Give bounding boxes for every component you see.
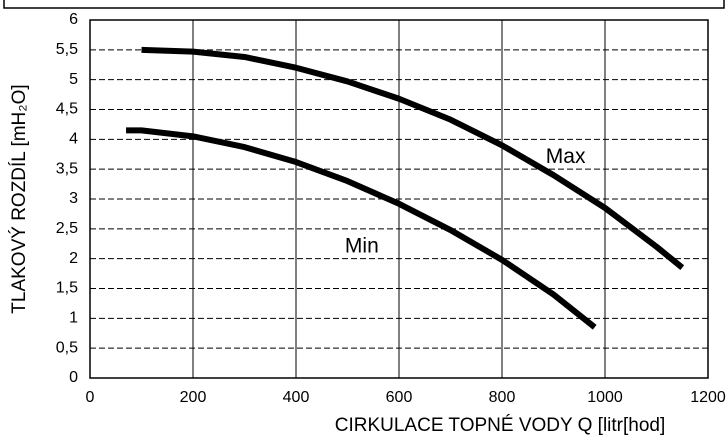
plot-frame [89, 19, 709, 379]
x-tick-label: 0 [86, 389, 95, 406]
y-tick-label: 2,5 [56, 220, 78, 237]
y-tick-label: 5 [69, 71, 78, 88]
curve [141, 46, 685, 270]
x-tick-label: 1000 [587, 389, 623, 406]
x-tick-label: 400 [283, 389, 310, 406]
x-tick-label: 200 [180, 389, 207, 406]
x-tick-label: 1200 [690, 389, 726, 406]
y-tick-label: 5,5 [56, 41, 78, 58]
x-tick-label: 600 [386, 389, 413, 406]
series-label: Min [345, 234, 379, 257]
y-axis-label: TLAKOVÝ ROZDÍL [mH₂O] [9, 84, 30, 313]
y-tick-label: 1 [69, 310, 78, 327]
y-tick-label: 0,5 [56, 339, 78, 356]
y-tick-label: 2 [69, 250, 78, 267]
y-tick-label: 3,5 [56, 160, 78, 177]
y-tick-label: 4 [69, 131, 78, 148]
y-tick-label: 4,5 [56, 101, 78, 118]
y-tick-label: 1,5 [56, 280, 78, 297]
y-tick-label: 3 [69, 190, 78, 207]
curve [126, 127, 597, 330]
x-tick-label: 800 [489, 389, 516, 406]
top-frame [3, 0, 725, 9]
y-tick-label: 0 [69, 369, 78, 386]
y-tick-label: 6 [69, 11, 78, 28]
x-axis-label: CIRKULACE TOPNÉ VODY Q [litr[hod] [335, 415, 666, 436]
series-label: Max [546, 145, 586, 168]
